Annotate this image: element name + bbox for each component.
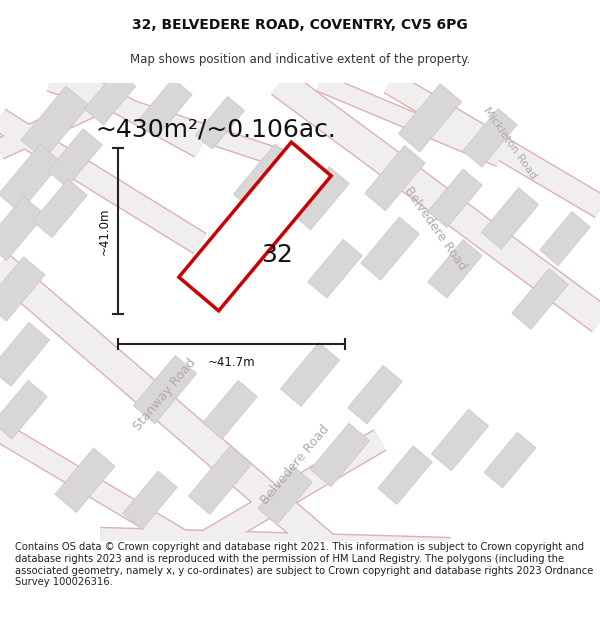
Polygon shape — [378, 446, 432, 504]
Polygon shape — [179, 142, 331, 311]
Polygon shape — [233, 144, 296, 212]
Polygon shape — [0, 381, 47, 439]
Polygon shape — [361, 217, 419, 280]
Text: 32: 32 — [261, 242, 293, 267]
Text: 32, BELVEDERE ROAD, COVENTRY, CV5 6PG: 32, BELVEDERE ROAD, COVENTRY, CV5 6PG — [132, 18, 468, 32]
Polygon shape — [484, 432, 536, 488]
Text: Belvedere Road: Belvedere Road — [401, 184, 469, 272]
Polygon shape — [463, 109, 517, 167]
Polygon shape — [348, 366, 402, 424]
Polygon shape — [203, 381, 257, 439]
Polygon shape — [0, 322, 50, 386]
Polygon shape — [133, 356, 197, 424]
Polygon shape — [21, 86, 89, 159]
Polygon shape — [512, 269, 568, 329]
Polygon shape — [196, 96, 244, 149]
Text: ~41.7m: ~41.7m — [208, 356, 256, 369]
Polygon shape — [291, 167, 349, 230]
Polygon shape — [0, 144, 62, 212]
Polygon shape — [138, 78, 192, 137]
Polygon shape — [280, 342, 340, 406]
Polygon shape — [258, 466, 312, 524]
Polygon shape — [428, 239, 482, 298]
Text: Belvedere Road: Belvedere Road — [258, 423, 332, 508]
Polygon shape — [226, 217, 284, 280]
Text: ~41.0m: ~41.0m — [97, 208, 110, 255]
Polygon shape — [85, 70, 136, 125]
Text: Contains OS data © Crown copyright and database right 2021. This information is : Contains OS data © Crown copyright and d… — [15, 542, 593, 587]
Text: Stanway Road: Stanway Road — [131, 356, 199, 433]
Polygon shape — [0, 257, 45, 321]
Polygon shape — [481, 188, 539, 249]
Polygon shape — [398, 84, 461, 152]
Text: Map shows position and indicative extent of the property.: Map shows position and indicative extent… — [130, 53, 470, 66]
Polygon shape — [308, 239, 362, 298]
Text: Mickleton Road: Mickleton Road — [481, 105, 539, 181]
Polygon shape — [431, 409, 488, 471]
Polygon shape — [48, 129, 102, 188]
Polygon shape — [365, 146, 425, 211]
Polygon shape — [123, 471, 177, 529]
Polygon shape — [188, 446, 251, 514]
Polygon shape — [540, 211, 590, 266]
Polygon shape — [310, 423, 370, 487]
Polygon shape — [55, 448, 115, 512]
Polygon shape — [428, 169, 482, 228]
Text: ~430m²/~0.106ac.: ~430m²/~0.106ac. — [95, 118, 336, 142]
Polygon shape — [33, 179, 87, 238]
Polygon shape — [0, 196, 45, 261]
